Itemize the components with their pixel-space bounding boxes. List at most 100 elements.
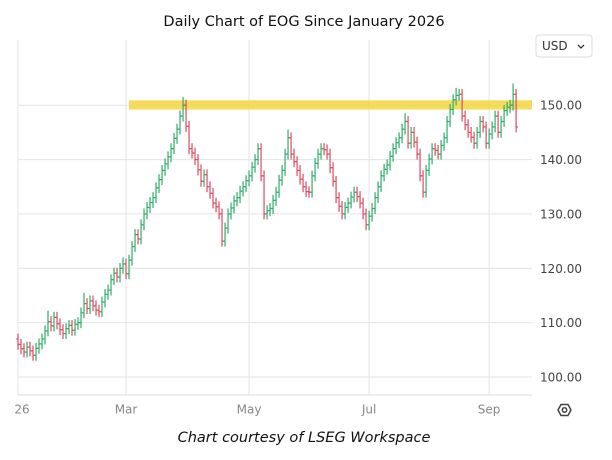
ohlc-bar	[379, 170, 383, 193]
ohlc-bar	[376, 181, 380, 204]
ohlc-bar	[439, 139, 443, 160]
ohlc-bar	[64, 323, 68, 339]
x-tick-label: May	[237, 403, 262, 417]
ohlc-bar	[223, 222, 227, 247]
hexagon-dot[interactable]	[561, 407, 568, 413]
ohlc-bar	[403, 113, 407, 135]
ohlc-bar	[355, 186, 359, 202]
ohlc-bar	[103, 288, 107, 308]
ohlc-bar	[82, 292, 86, 319]
ohlc-bar	[166, 151, 170, 170]
ohlc-bar	[391, 143, 395, 162]
ohlc-bar	[499, 116, 503, 138]
ohlc-bar	[118, 262, 122, 283]
ohlc-bar	[283, 148, 287, 176]
ohlc-bar	[490, 121, 494, 140]
ohlc-bar	[139, 219, 143, 245]
ohlc-bar	[466, 119, 470, 138]
ohlc-bar	[37, 338, 41, 354]
ohlc-bar	[262, 170, 266, 220]
ohlc-bar	[19, 338, 23, 355]
ohlc-bar	[115, 267, 119, 283]
ohlc-bar	[370, 203, 374, 222]
plot: 100.00 110.00 120.00 130.00 140.00 150.00 26 Ma…	[14, 40, 582, 417]
x-tick-label: Jul	[361, 403, 376, 417]
ohlc-bar	[289, 132, 293, 160]
ohlc-bar	[280, 165, 284, 186]
currency-label[interactable]: USD	[542, 39, 568, 53]
ohlc-bar	[394, 137, 398, 155]
currency-selector[interactable]: USD	[535, 34, 593, 58]
ohlc-bar	[73, 318, 77, 336]
ohlc-bar	[16, 333, 20, 350]
ohlc-bar	[286, 129, 290, 160]
x-tick-label: Sep	[478, 403, 501, 417]
ohlc-bar	[196, 154, 200, 176]
ohlc-bar	[190, 143, 194, 159]
ohlc-bar	[244, 175, 248, 193]
ohlc-bar	[442, 132, 446, 151]
ohlc-bar	[211, 187, 215, 209]
ohlc-bar	[427, 153, 431, 176]
ohlc-bar	[409, 126, 413, 149]
resistance-band	[129, 100, 532, 110]
x-tick-label: 26	[14, 403, 29, 417]
ohlc-bar	[265, 205, 269, 220]
ohlc-bar	[112, 267, 116, 286]
currency-box[interactable]	[535, 34, 593, 58]
ohlc-bar	[325, 144, 329, 160]
ohlc-bar	[226, 208, 230, 234]
ohlc-bar	[469, 126, 473, 143]
ohlc-bar	[178, 110, 182, 135]
ohlc-bar	[487, 128, 491, 149]
ohlc-bar	[316, 148, 320, 169]
ohlc-bar	[25, 341, 29, 358]
ohlc-bar	[400, 123, 404, 144]
ohlc-bar	[76, 317, 80, 330]
ohlc-bar	[478, 116, 482, 138]
chevron[interactable]	[577, 44, 585, 49]
ohlc-bar	[31, 345, 35, 361]
ohlc-bar	[88, 295, 92, 314]
ohlc-bar	[157, 174, 161, 194]
ohlc-bar	[130, 241, 134, 266]
ohlc-bar	[475, 126, 479, 149]
ohlc-bar	[328, 148, 332, 174]
settings-icon[interactable]	[557, 403, 572, 417]
ohlc-bar	[160, 165, 164, 186]
ohlc-bar	[445, 116, 449, 144]
ohlc-bar	[142, 208, 146, 231]
ohlc-bar	[232, 195, 236, 214]
ohlc-bar	[493, 110, 497, 133]
ohlc-bar	[100, 296, 104, 318]
ohlc-bar	[256, 143, 260, 166]
ohlc-bar	[271, 194, 275, 214]
ohlc-bar	[292, 148, 296, 168]
ohlc-bar	[352, 186, 356, 203]
ohlc-bar	[463, 110, 467, 131]
ohlc-bar	[133, 229, 137, 252]
ohlc-bar	[136, 229, 140, 245]
ohlc-bar	[241, 181, 245, 197]
ohlc-bar	[43, 325, 47, 345]
hexagon[interactable]	[557, 403, 572, 417]
ohlc-bar	[343, 201, 347, 220]
ohlc-bar	[61, 324, 65, 339]
ohlc-bar	[373, 192, 377, 214]
ohlc-bar	[313, 157, 317, 182]
ohlc-bar	[274, 186, 278, 206]
ohlc-bar	[340, 200, 344, 220]
ohlc-bar	[301, 173, 305, 193]
ohlc-bar	[433, 143, 437, 156]
ohlc-bar	[217, 201, 221, 220]
ohlc-bar	[124, 258, 128, 280]
y-tick-label: 120.00	[540, 262, 582, 276]
y-tick-label: 150.00	[540, 99, 582, 113]
ohlc-bar	[55, 311, 59, 330]
ohlc-bar	[229, 202, 233, 220]
ohlc-bar	[208, 181, 212, 199]
ohlc-bar	[97, 304, 101, 318]
ohlc-bar	[430, 143, 434, 165]
ohlc-bar	[250, 161, 254, 182]
ohlc-bar	[199, 164, 203, 187]
